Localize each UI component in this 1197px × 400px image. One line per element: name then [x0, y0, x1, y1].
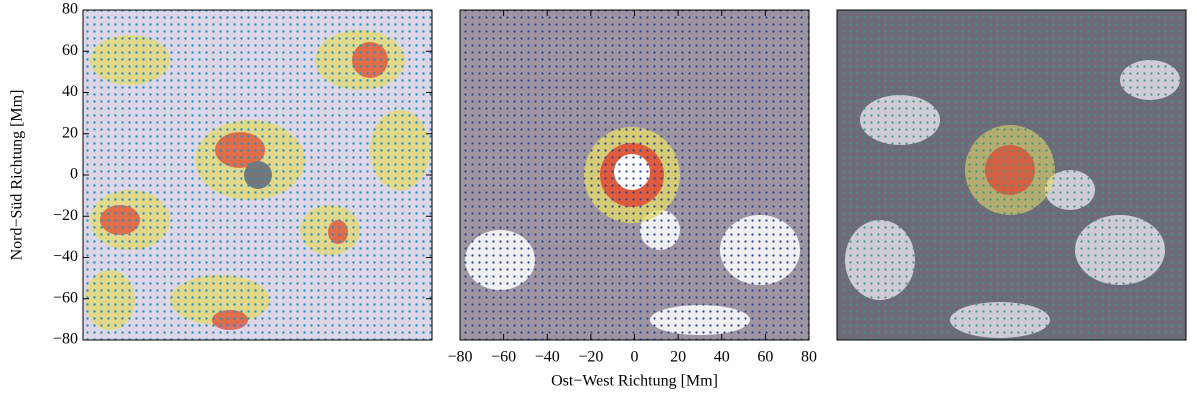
y-tick-label: −40 — [53, 248, 78, 265]
x-tick-label: −80 — [447, 349, 472, 366]
y-tick-label: −60 — [53, 289, 78, 306]
x-tick-label: −60 — [491, 349, 516, 366]
y-tick-label: 20 — [62, 124, 78, 141]
x-tick-label: 60 — [757, 349, 773, 366]
y-tick-label: −80 — [53, 331, 78, 348]
y-tick-label: 60 — [62, 42, 78, 59]
y-tick-label: 0 — [70, 166, 78, 183]
y-tick-label: −20 — [53, 207, 78, 224]
panel-image — [837, 10, 1186, 340]
axes-frame — [836, 9, 1187, 341]
x-axis-label: Ost−West Richtung [Mm] — [551, 373, 718, 390]
y-axis-label: Nord−Süd Richtung [Mm] — [9, 90, 26, 261]
x-tick-label: 40 — [714, 349, 730, 366]
y-tick-label: 80 — [62, 1, 78, 18]
x-tick-label: 20 — [670, 349, 686, 366]
panel-image — [83, 10, 432, 340]
x-tick-label: 0 — [631, 349, 639, 366]
x-tick-label: −20 — [578, 349, 603, 366]
y-tick-label: 40 — [62, 83, 78, 100]
x-tick-label: −40 — [535, 349, 560, 366]
panel-image — [460, 10, 809, 340]
x-tick-label: 80 — [801, 349, 817, 366]
